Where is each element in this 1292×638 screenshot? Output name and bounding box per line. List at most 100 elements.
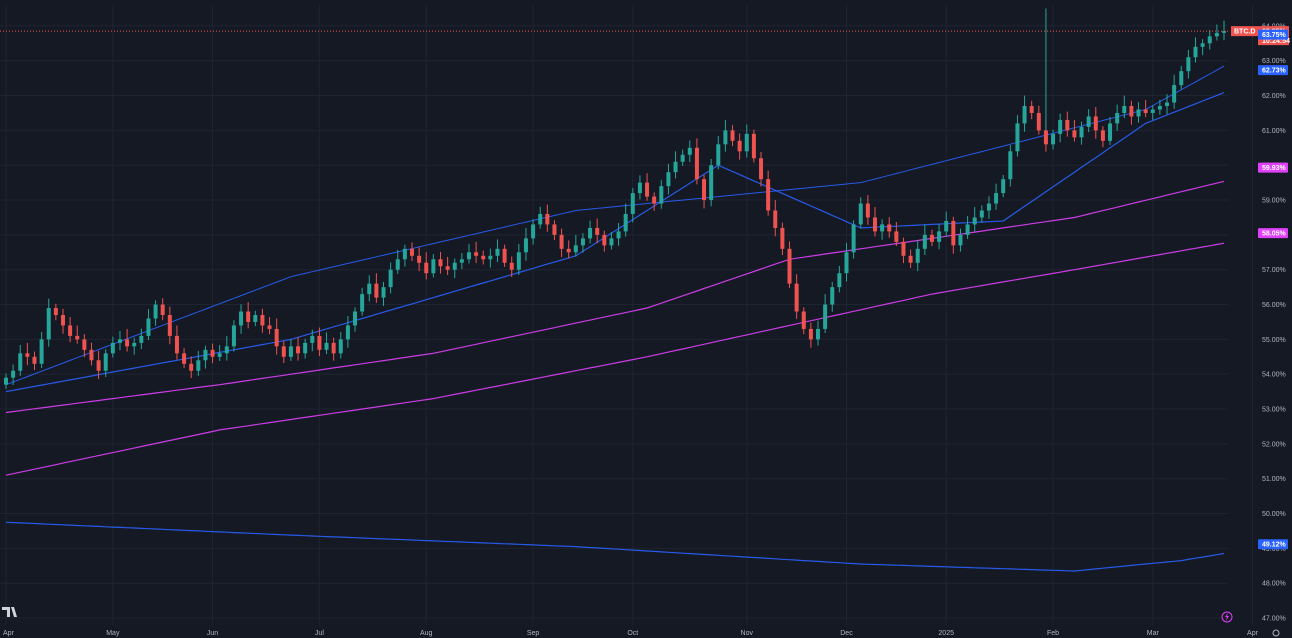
x-tick-label: Nov: [741, 630, 754, 637]
candle-body: [1214, 32, 1219, 37]
candle-body: [965, 224, 970, 235]
candle-body: [566, 248, 571, 253]
candle-body: [1086, 116, 1091, 127]
candle-body: [4, 377, 8, 385]
candle-body: [267, 325, 272, 329]
candle-body: [1051, 133, 1056, 145]
candle-body: [1022, 106, 1027, 124]
candle-body: [103, 353, 108, 371]
candle-body: [18, 353, 23, 371]
candle-body: [32, 356, 37, 364]
candle-body: [645, 182, 650, 197]
ma-value-badge-bg: [1258, 228, 1288, 239]
candle-body: [1172, 85, 1177, 103]
candle-body: [951, 220, 956, 246]
candle-body: [538, 213, 543, 225]
candle-body: [944, 220, 949, 232]
candle-body: [823, 304, 828, 329]
candle-body: [830, 287, 835, 305]
y-tick-label: 57.00%: [1262, 267, 1286, 274]
candle-body: [481, 255, 486, 260]
candle-body: [887, 224, 892, 232]
candle-body: [794, 283, 799, 312]
settings-icon: [1272, 629, 1280, 637]
countdown-bg: [1258, 36, 1289, 46]
candle-body: [837, 273, 842, 288]
candle-body: [1065, 119, 1070, 131]
candle-body: [338, 339, 343, 354]
y-tick-label: 47.00%: [1262, 616, 1286, 623]
candle-body: [994, 193, 999, 204]
candle-body: [609, 238, 614, 246]
x-tick-label: May: [106, 630, 120, 637]
candle-body: [1150, 109, 1155, 113]
candle-body: [459, 259, 464, 263]
candle-body: [1093, 116, 1098, 131]
moving-average-line: [5, 521, 1225, 572]
moving-average-line: [5, 92, 1225, 393]
candle-body: [189, 363, 194, 371]
x-tick-label: Oct: [627, 630, 638, 637]
candle-body: [260, 315, 265, 326]
candle-body: [922, 234, 927, 249]
candle-body: [231, 325, 236, 347]
candle-body: [203, 349, 208, 361]
candle-body: [1186, 57, 1191, 72]
candle-body: [737, 140, 742, 152]
candle-body: [588, 227, 593, 239]
ma-value-badge-bg: [1258, 539, 1288, 550]
candle-body: [751, 133, 756, 159]
candle-body: [1001, 179, 1006, 194]
candle-body: [1165, 102, 1170, 107]
y-tick-label: 48.00%: [1262, 581, 1286, 588]
candle-body: [324, 342, 329, 350]
candle-body: [559, 234, 564, 249]
ma-value-badge: 59.93%: [1262, 165, 1287, 172]
candle-body: [82, 339, 87, 350]
x-tick-label: Dec: [840, 630, 853, 637]
y-tick-label: 53.00%: [1262, 407, 1286, 414]
candle-body: [210, 349, 215, 357]
ma-value-badge: 58.05%: [1262, 231, 1287, 238]
candle-body: [844, 252, 849, 274]
candle-body: [759, 158, 764, 180]
x-tick-label: Feb: [1047, 630, 1059, 637]
y-tick-label: 56.00%: [1262, 302, 1286, 309]
candle-body: [25, 353, 30, 357]
candle-body: [894, 231, 899, 242]
candle-body: [288, 346, 293, 357]
candle-body: [929, 234, 934, 242]
candle-body: [1029, 106, 1034, 113]
candle-body: [1108, 123, 1113, 141]
candle-body: [331, 342, 336, 354]
candle-body: [694, 147, 699, 180]
candle-body: [110, 342, 115, 354]
candle-body: [46, 308, 51, 340]
candle-body: [488, 255, 493, 260]
candle-body: [687, 147, 692, 155]
countdown-label: 10:24:54: [1262, 38, 1290, 45]
candle-body: [723, 130, 728, 145]
candle-body: [1136, 109, 1141, 117]
moving-average-line: [5, 65, 1225, 386]
x-tick-label: Apr: [3, 630, 15, 637]
candle-body: [808, 328, 813, 340]
x-tick-label: Sep: [527, 630, 540, 637]
tradingview-logo-icon: [2, 607, 17, 617]
ma-value-badge: 49.12%: [1262, 542, 1287, 549]
candle-body: [602, 234, 607, 246]
candle-body: [367, 283, 372, 295]
candle-body: [495, 248, 500, 256]
candle-body: [60, 315, 65, 326]
candle-body: [730, 130, 735, 141]
y-tick-label: 51.00%: [1262, 476, 1286, 483]
candle-body: [858, 203, 863, 225]
candle-body: [146, 318, 151, 336]
candle-body: [89, 349, 94, 361]
candle-body: [1129, 106, 1134, 117]
candle-body: [153, 304, 158, 319]
candle-body: [652, 196, 657, 204]
ma-value-badge: 63.75%: [1262, 32, 1287, 39]
candle-body: [523, 238, 528, 253]
candle-body: [787, 248, 792, 284]
